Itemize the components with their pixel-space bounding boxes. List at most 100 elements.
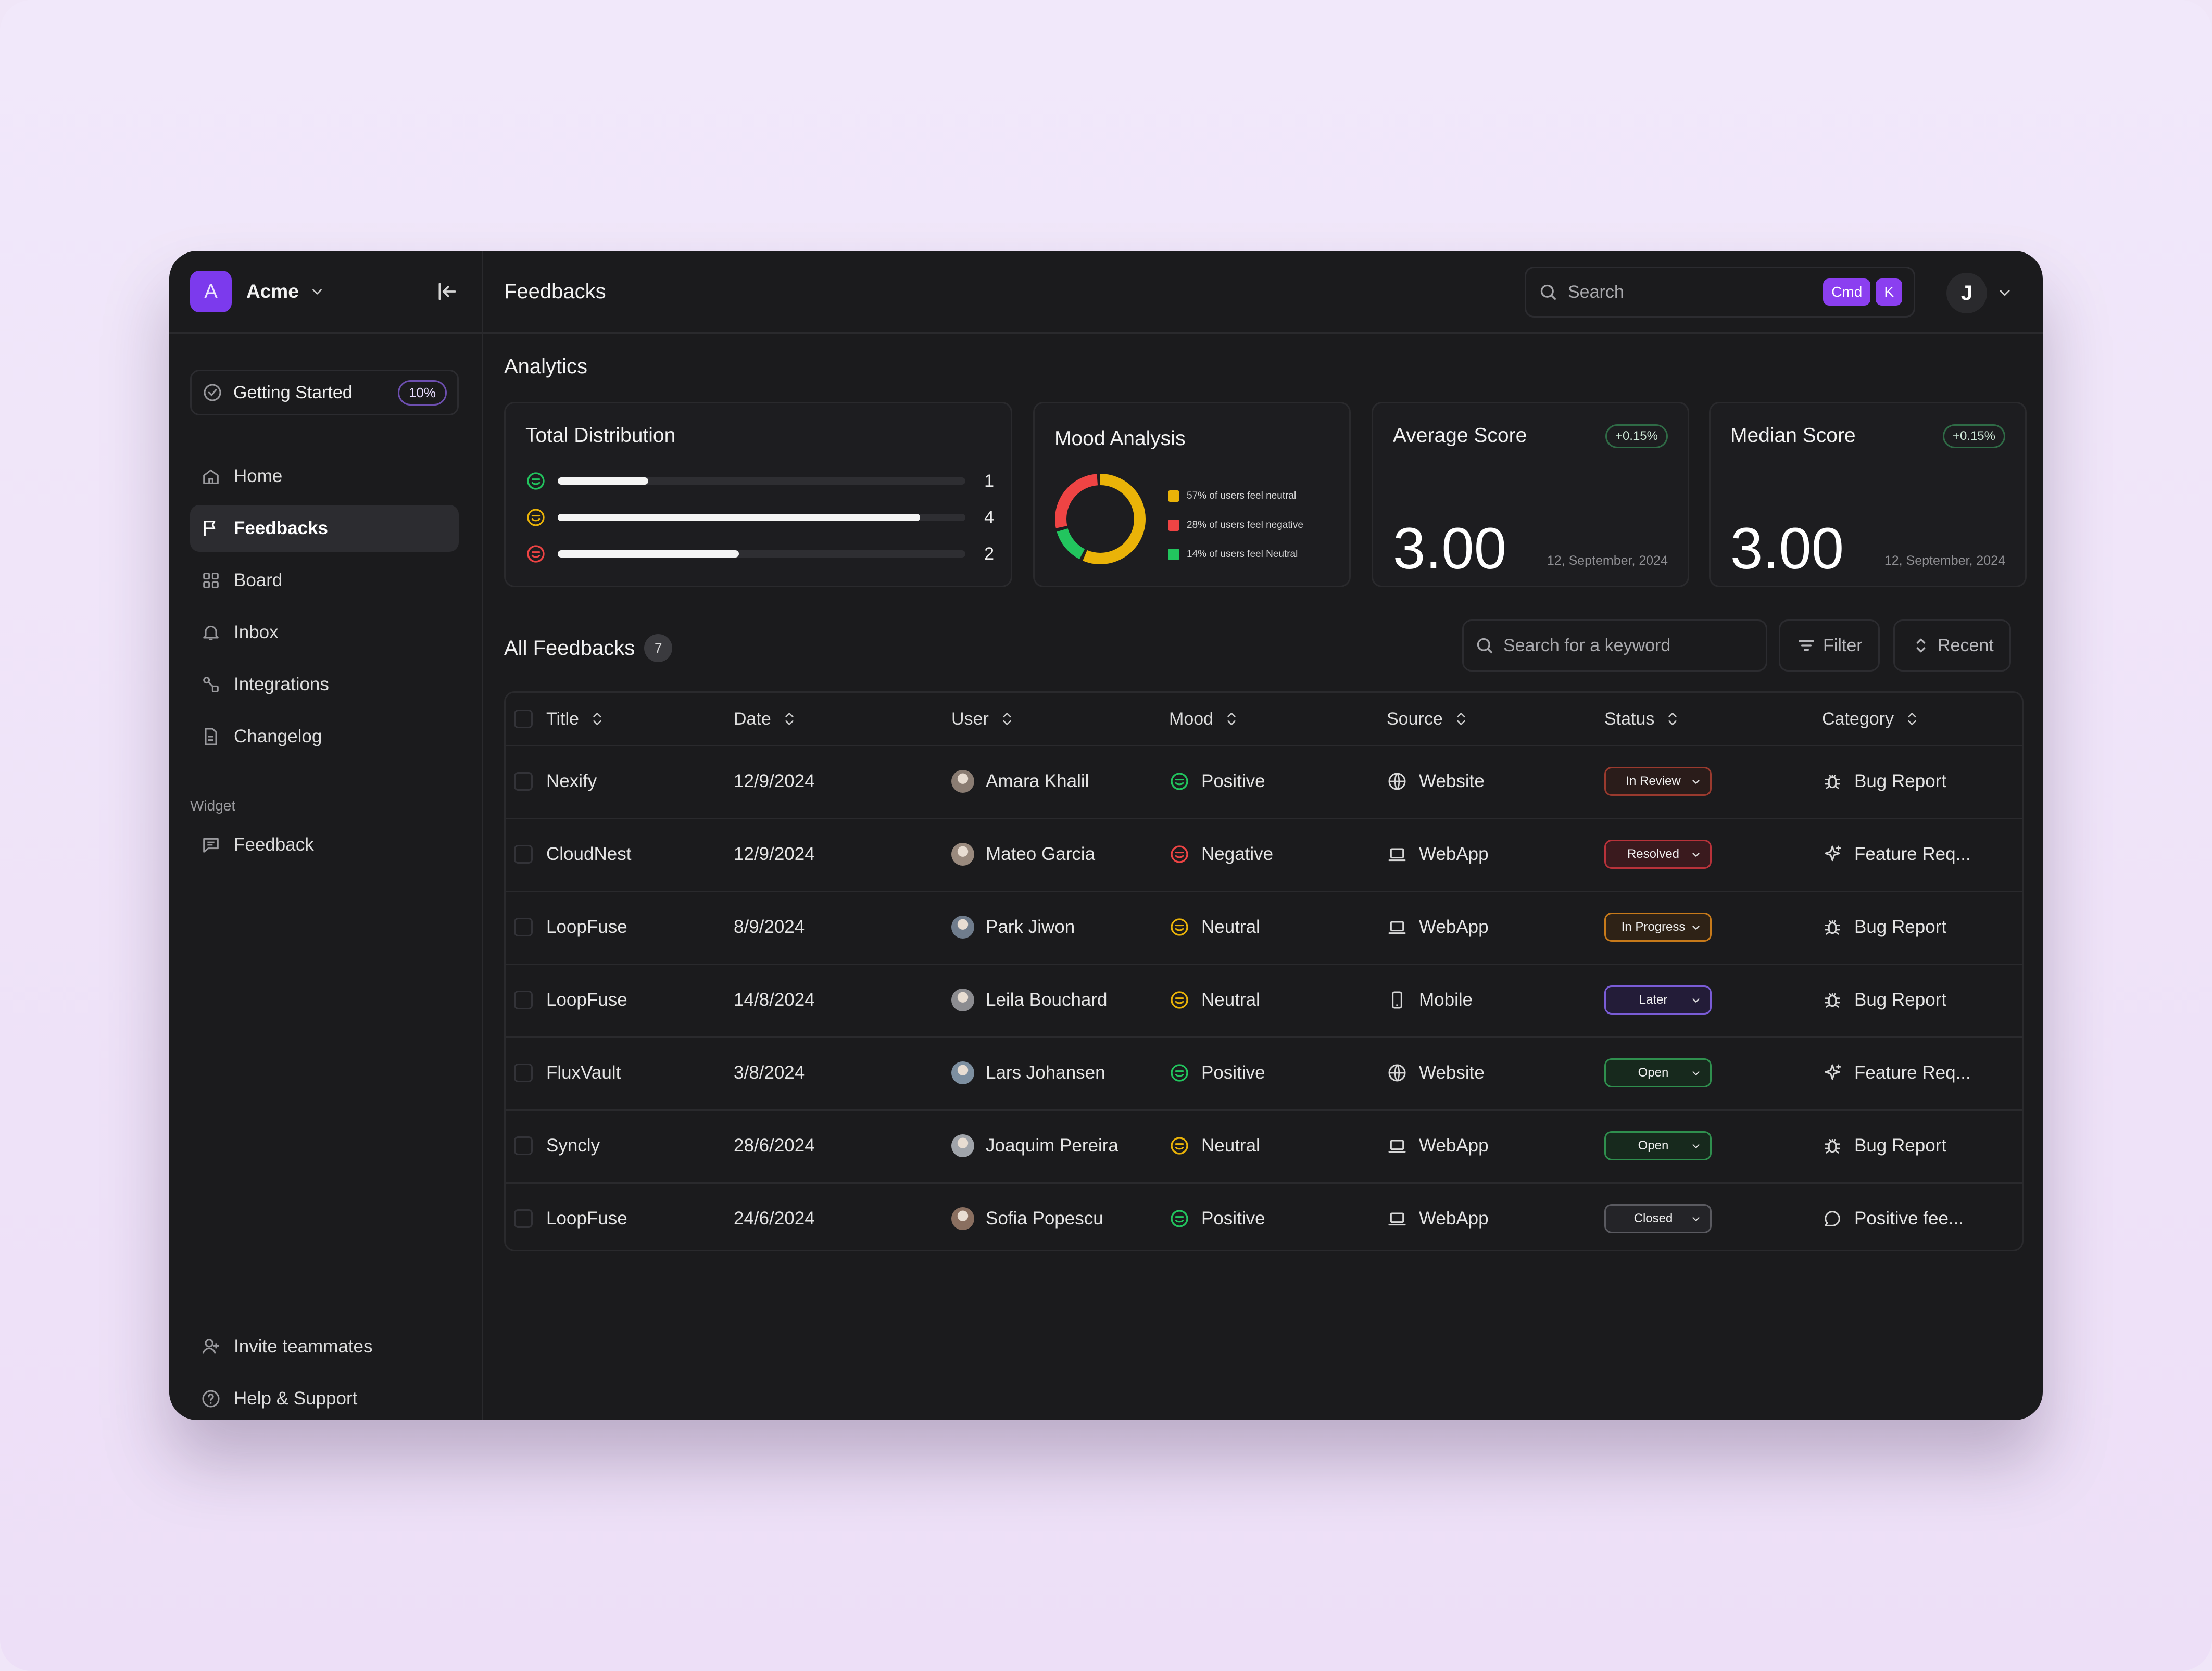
status-dropdown[interactable]: Open bbox=[1604, 1131, 1712, 1160]
legend-label: 14% of users feel Neutral bbox=[1187, 549, 1298, 560]
status-label: Open bbox=[1638, 1066, 1669, 1080]
sidebar-item-label: Feedback bbox=[234, 834, 314, 855]
mood-label: Neutral bbox=[1201, 990, 1260, 1010]
widget-section-label: Widget bbox=[190, 797, 236, 814]
column-header-status[interactable]: Status bbox=[1604, 693, 1679, 745]
keyword-search-input[interactable]: Search for a keyword bbox=[1462, 619, 1767, 672]
median-score-card: Median Score +0.15% 3.00 12, September, … bbox=[1709, 402, 2027, 587]
cell-title: LoopFuse bbox=[546, 917, 627, 937]
sidebar-item-feedbacks[interactable]: Feedbacks bbox=[190, 505, 459, 552]
chevron-down-icon[interactable] bbox=[1997, 285, 2012, 300]
row-checkbox[interactable] bbox=[514, 772, 533, 791]
workspace-switcher[interactable]: A Acme bbox=[190, 271, 324, 312]
neutral-mood-icon bbox=[1169, 990, 1190, 1010]
user-name: Park Jiwon bbox=[986, 917, 1075, 937]
table-row[interactable]: Syncly 28/6/2024 Joaquim Pereira Neutral Web… bbox=[506, 1109, 2022, 1184]
cell-status: Resolved bbox=[1604, 818, 1712, 891]
row-checkbox[interactable] bbox=[514, 845, 533, 864]
row-checkbox[interactable] bbox=[514, 991, 533, 1009]
table-row[interactable]: Nexify 12/9/2024 Amara Khalil Positive Websi… bbox=[506, 745, 2022, 819]
chevron-down-icon bbox=[1690, 1213, 1702, 1225]
sidebar-item-feedback-widget[interactable]: Feedback bbox=[190, 821, 459, 868]
message-icon bbox=[203, 838, 219, 853]
progress-badge: 10% bbox=[397, 379, 447, 406]
row-checkbox[interactable] bbox=[514, 1064, 533, 1082]
cell-title: FluxVault bbox=[546, 1062, 621, 1083]
category-label: Positive fee... bbox=[1854, 1208, 1964, 1229]
sidebar-item-inbox[interactable]: Inbox bbox=[190, 609, 459, 656]
laptop-icon bbox=[1387, 917, 1407, 938]
column-header-date[interactable]: Date bbox=[734, 693, 796, 745]
status-dropdown[interactable]: In Review bbox=[1604, 767, 1712, 796]
sidebar-item-changelog[interactable]: Changelog bbox=[190, 713, 459, 760]
sidebar-item-integrations[interactable]: Integrations bbox=[190, 661, 459, 708]
home-icon bbox=[203, 469, 219, 484]
getting-started-card[interactable]: Getting Started 10% bbox=[190, 370, 459, 415]
sparkle-icon bbox=[1822, 844, 1843, 865]
column-header-title[interactable]: Title bbox=[546, 693, 604, 745]
distribution-bar-track bbox=[558, 477, 966, 485]
help-support-button[interactable]: Help & Support bbox=[190, 1375, 459, 1420]
table-row[interactable]: LoopFuse 24/6/2024 Sofia Popescu Positive We… bbox=[506, 1182, 2022, 1250]
cell-category: Bug Report bbox=[1822, 1109, 1946, 1182]
cell-category: Bug Report bbox=[1822, 891, 1946, 964]
status-dropdown[interactable]: In Progress bbox=[1604, 913, 1712, 942]
distribution-count: 1 bbox=[984, 471, 994, 491]
table-row[interactable]: CloudNest 12/9/2024 Mateo Garcia Negative We… bbox=[506, 818, 2022, 892]
search-icon bbox=[1540, 284, 1556, 300]
table-row[interactable]: LoopFuse 14/8/2024 Leila Bouchard Neutral Mo… bbox=[506, 964, 2022, 1038]
select-all-checkbox[interactable] bbox=[514, 710, 533, 728]
shortcut-key-k: K bbox=[1876, 278, 1902, 306]
cell-category: Positive fee... bbox=[1822, 1182, 1964, 1250]
sort-recent-button[interactable]: Recent bbox=[1893, 619, 2011, 672]
distribution-bar bbox=[558, 550, 739, 558]
sort-icon bbox=[1905, 710, 1919, 728]
column-header-mood[interactable]: Mood bbox=[1169, 693, 1238, 745]
help-icon bbox=[202, 1390, 220, 1408]
neutral-mood-icon bbox=[1169, 917, 1190, 938]
column-header-user[interactable]: User bbox=[951, 693, 1014, 745]
sidebar-item-label: Invite teammates bbox=[234, 1336, 373, 1357]
source-label: WebApp bbox=[1419, 917, 1489, 937]
column-label: Date bbox=[734, 708, 771, 729]
distribution-bar bbox=[558, 477, 649, 485]
bug-icon bbox=[1822, 1135, 1843, 1156]
distribution-bar-track bbox=[558, 514, 966, 521]
status-dropdown[interactable]: Later bbox=[1604, 985, 1712, 1015]
source-label: WebApp bbox=[1419, 844, 1489, 864]
cell-source: Website bbox=[1387, 745, 1485, 818]
table-row[interactable]: LoopFuse 8/9/2024 Park Jiwon Neutral WebApp I… bbox=[506, 891, 2022, 965]
chevron-down-icon bbox=[1690, 1141, 1702, 1152]
invite-teammates-button[interactable]: Invite teammates bbox=[190, 1323, 459, 1370]
row-checkbox[interactable] bbox=[514, 918, 533, 936]
user-avatar[interactable]: J bbox=[1946, 273, 1987, 313]
global-search-input[interactable]: Search Cmd K bbox=[1525, 267, 1915, 318]
distribution-row: 1 bbox=[525, 468, 994, 494]
source-label: Website bbox=[1419, 1062, 1485, 1083]
row-checkbox[interactable] bbox=[514, 1209, 533, 1228]
search-placeholder: Search for a keyword bbox=[1503, 635, 1671, 655]
sidebar-item-home[interactable]: Home bbox=[190, 453, 459, 500]
status-dropdown[interactable]: Closed bbox=[1604, 1204, 1712, 1233]
positive-mood-icon bbox=[1169, 1208, 1190, 1229]
avatar bbox=[951, 770, 974, 793]
total-distribution-card: Total Distribution 1 4 2 bbox=[504, 402, 1012, 587]
cell-status: Open bbox=[1604, 1036, 1712, 1109]
column-header-category[interactable]: Category bbox=[1822, 693, 1919, 745]
legend-swatch bbox=[1168, 549, 1179, 560]
cell-date: 14/8/2024 bbox=[734, 990, 815, 1010]
filter-button[interactable]: Filter bbox=[1779, 619, 1880, 672]
user-name: Joaquim Pereira bbox=[986, 1135, 1118, 1156]
sidebar-item-label: Inbox bbox=[234, 622, 279, 642]
collapse-sidebar-icon[interactable] bbox=[436, 280, 459, 303]
status-dropdown[interactable]: Resolved bbox=[1604, 840, 1712, 869]
positive-mood-icon bbox=[1169, 771, 1190, 792]
main-nav: Home Feedbacks Board Inbox Integrations … bbox=[190, 453, 459, 765]
cell-status: Open bbox=[1604, 1109, 1712, 1182]
globe-icon bbox=[1387, 1062, 1407, 1083]
column-header-source[interactable]: Source bbox=[1387, 693, 1468, 745]
sidebar-item-board[interactable]: Board bbox=[190, 557, 459, 604]
status-dropdown[interactable]: Open bbox=[1604, 1058, 1712, 1087]
row-checkbox[interactable] bbox=[514, 1136, 533, 1155]
table-row[interactable]: FluxVault 3/8/2024 Lars Johansen Positive We… bbox=[506, 1036, 2022, 1111]
